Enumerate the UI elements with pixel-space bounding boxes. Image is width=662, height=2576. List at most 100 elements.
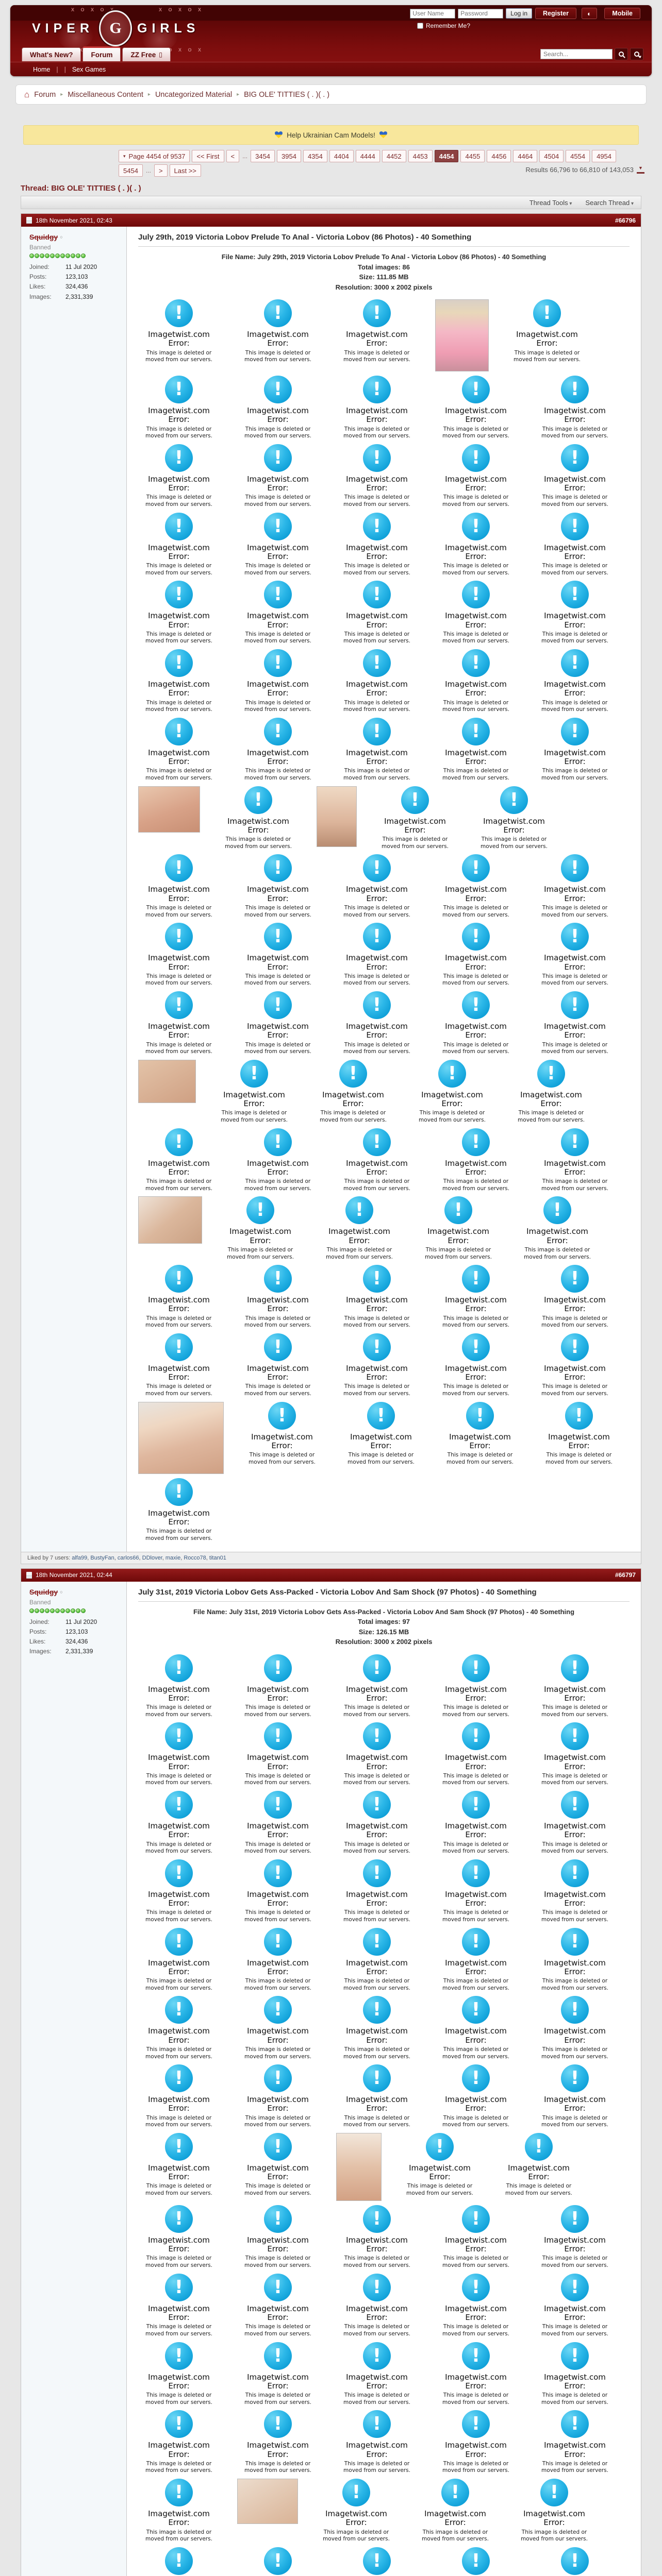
pagination-link[interactable]: 4444 [355,150,380,162]
broken-image-tile[interactable]: !Imagetwist.com Error:This image is dele… [237,1333,319,1398]
photo-thumbnail[interactable] [138,1401,224,1474]
broken-image-tile[interactable]: !Imagetwist.com Error:This image is dele… [435,1722,517,1787]
site-logo[interactable]: VIPER G GIRLS [32,10,200,46]
remember-me-checkbox[interactable] [417,23,423,29]
tab-whats-new[interactable]: What's New? [22,47,81,61]
broken-image-tile[interactable]: !Imagetwist.com Error:This image is dele… [237,2410,319,2475]
breadcrumb-item[interactable]: Forum [34,90,56,99]
broken-image-tile[interactable]: !Imagetwist.com Error:This image is dele… [534,1722,616,1787]
liked-by-user[interactable]: carlos66 [117,1554,139,1561]
broken-image-tile[interactable]: !Imagetwist.com Error:This image is dele… [138,2479,220,2543]
search-thread-menu[interactable]: Search Thread [585,199,634,207]
photo-thumbnail[interactable] [336,2132,382,2201]
broken-image-tile[interactable]: !Imagetwist.com Error:This image is dele… [138,581,220,645]
broken-image-tile[interactable]: !Imagetwist.com Error:This image is dele… [312,1059,394,1124]
broken-image-tile[interactable]: !Imagetwist.com Error:This image is dele… [237,299,319,364]
pagination-link[interactable]: Last >> [169,164,201,177]
broken-image-tile[interactable]: !Imagetwist.com Error:This image is dele… [439,1401,521,1466]
broken-image-tile[interactable]: !Imagetwist.com Error:This image is dele… [411,1059,493,1124]
broken-image-tile[interactable]: !Imagetwist.com Error:This image is dele… [138,2205,220,2269]
broken-image-tile[interactable]: !Imagetwist.com Error:This image is dele… [336,1859,418,1924]
pagination-link[interactable]: 4453 [408,150,433,162]
broken-image-tile[interactable]: !Imagetwist.com Error:This image is dele… [336,581,418,645]
pagination-link[interactable]: 5454 [119,164,143,177]
broken-image-tile[interactable]: !Imagetwist.com Error:This image is dele… [336,717,418,782]
broken-image-tile[interactable]: !Imagetwist.com Error:This image is dele… [237,1722,319,1787]
broken-image-tile[interactable]: !Imagetwist.com Error:This image is dele… [237,717,319,782]
broken-image-tile[interactable]: !Imagetwist.com Error:This image is dele… [435,1265,517,1329]
broken-image-tile[interactable]: !Imagetwist.com Error:This image is dele… [336,1791,418,1855]
broken-image-tile[interactable]: !Imagetwist.com Error:This image is dele… [138,299,220,364]
broken-image-tile[interactable]: !Imagetwist.com Error:This image is dele… [534,2064,616,2129]
broken-image-tile[interactable]: !Imagetwist.com Error:This image is dele… [237,1859,319,1924]
broken-image-tile[interactable]: !Imagetwist.com Error:This image is dele… [534,2342,616,2406]
broken-image-tile[interactable]: !Imagetwist.com Error:This image is dele… [237,1927,319,1992]
broken-image-tile[interactable]: !Imagetwist.com Error:This image is dele… [336,1927,418,1992]
broken-image-tile[interactable]: !Imagetwist.com Error:This image is dele… [374,786,456,851]
broken-image-tile[interactable]: !Imagetwist.com Error:This image is dele… [435,2547,517,2576]
broken-image-tile[interactable]: !Imagetwist.com Error:This image is dele… [138,1654,220,1719]
broken-image-tile[interactable]: !Imagetwist.com Error:This image is dele… [237,2205,319,2269]
broken-image-tile[interactable]: !Imagetwist.com Error:This image is dele… [316,2479,397,2543]
broken-image-tile[interactable]: !Imagetwist.com Error:This image is dele… [534,581,616,645]
broken-image-tile[interactable]: !Imagetwist.com Error:This image is dele… [138,1478,220,1543]
broken-image-tile[interactable]: !Imagetwist.com Error:This image is dele… [418,1196,499,1261]
broken-image-tile[interactable]: !Imagetwist.com Error:This image is dele… [534,2205,616,2269]
home-icon[interactable]: ⌂ [24,90,30,99]
broken-image-tile[interactable]: !Imagetwist.com Error:This image is dele… [435,2273,517,2338]
pagination-link[interactable]: > [154,164,168,177]
pagination-link[interactable]: 4456 [487,150,511,162]
broken-image-tile[interactable]: !Imagetwist.com Error:This image is dele… [138,2273,220,2338]
broken-image-tile[interactable]: !Imagetwist.com Error:This image is dele… [220,1196,301,1261]
broken-image-tile[interactable]: !Imagetwist.com Error:This image is dele… [435,717,517,782]
pagination-link[interactable]: 4354 [303,150,327,162]
broken-image-tile[interactable]: !Imagetwist.com Error:This image is dele… [435,581,517,645]
username-input[interactable] [410,8,456,19]
broken-image-tile[interactable]: !Imagetwist.com Error:This image is dele… [336,376,418,440]
broken-image-tile[interactable]: !Imagetwist.com Error:This image is dele… [138,1722,220,1787]
broken-image-tile[interactable]: !Imagetwist.com Error:This image is dele… [534,512,616,577]
broken-image-tile[interactable]: !Imagetwist.com Error:This image is dele… [138,923,220,987]
broken-image-tile[interactable]: !Imagetwist.com Error:This image is dele… [534,1927,616,1992]
broken-image-tile[interactable]: !Imagetwist.com Error:This image is dele… [237,512,319,577]
photo-thumbnail[interactable] [317,786,357,847]
breadcrumb-item[interactable]: Miscellaneous Content [68,90,143,99]
broken-image-tile[interactable]: !Imagetwist.com Error:This image is dele… [534,1791,616,1855]
broken-image-tile[interactable]: !Imagetwist.com Error:This image is dele… [534,2273,616,2338]
broken-image-tile[interactable]: !Imagetwist.com Error:This image is dele… [534,376,616,440]
pagination-link[interactable]: 4554 [566,150,590,162]
broken-image-tile[interactable]: !Imagetwist.com Error:This image is dele… [336,2064,418,2129]
broken-image-tile[interactable]: !Imagetwist.com Error:This image is dele… [534,444,616,509]
broken-image-tile[interactable]: !Imagetwist.com Error:This image is dele… [237,1791,319,1855]
liked-by-user[interactable]: DDlover [142,1554,162,1561]
broken-image-tile[interactable]: !Imagetwist.com Error:This image is dele… [138,1265,220,1329]
download-icon[interactable] [637,165,644,174]
broken-image-tile[interactable]: !Imagetwist.com Error:This image is dele… [534,1859,616,1924]
broken-image-tile[interactable]: !Imagetwist.com Error:This image is dele… [237,444,319,509]
broken-image-tile[interactable]: !Imagetwist.com Error:This image is dele… [498,2132,580,2197]
search-button[interactable] [615,48,628,60]
subnav-home[interactable]: Home [33,65,51,73]
broken-image-tile[interactable]: !Imagetwist.com Error:This image is dele… [336,2410,418,2475]
broken-image-tile[interactable]: !Imagetwist.com Error:This image is dele… [435,512,517,577]
broken-image-tile[interactable]: !Imagetwist.com Error:This image is dele… [241,1401,323,1466]
broken-image-tile[interactable]: !Imagetwist.com Error:This image is dele… [534,1265,616,1329]
liked-by-user[interactable]: Rocco78 [184,1554,206,1561]
broken-image-tile[interactable]: !Imagetwist.com Error:This image is dele… [510,1059,592,1124]
broken-image-tile[interactable]: !Imagetwist.com Error:This image is dele… [435,854,517,919]
broken-image-tile[interactable]: !Imagetwist.com Error:This image is dele… [336,299,418,364]
broken-image-tile[interactable]: !Imagetwist.com Error:This image is dele… [138,2410,220,2475]
broken-image-tile[interactable]: !Imagetwist.com Error:This image is dele… [213,1059,295,1124]
broken-image-tile[interactable]: !Imagetwist.com Error:This image is dele… [138,1128,220,1193]
broken-image-tile[interactable]: !Imagetwist.com Error:This image is dele… [435,1333,517,1398]
broken-image-tile[interactable]: !Imagetwist.com Error:This image is dele… [336,1265,418,1329]
broken-image-tile[interactable]: !Imagetwist.com Error:This image is dele… [415,2479,496,2543]
pagination-link[interactable]: 4504 [539,150,564,162]
broken-image-tile[interactable]: !Imagetwist.com Error:This image is dele… [538,1401,620,1466]
broken-image-tile[interactable]: !Imagetwist.com Error:This image is dele… [336,1996,418,2060]
broken-image-tile[interactable]: !Imagetwist.com Error:This image is dele… [435,923,517,987]
broken-image-tile[interactable]: !Imagetwist.com Error:This image is dele… [517,1196,598,1261]
page-jump-dropdown[interactable]: ▾ Page 4454 of 9537 [119,150,190,162]
pagination-link[interactable]: 4455 [460,150,485,162]
broken-image-tile[interactable]: !Imagetwist.com Error:This image is dele… [138,2132,220,2197]
